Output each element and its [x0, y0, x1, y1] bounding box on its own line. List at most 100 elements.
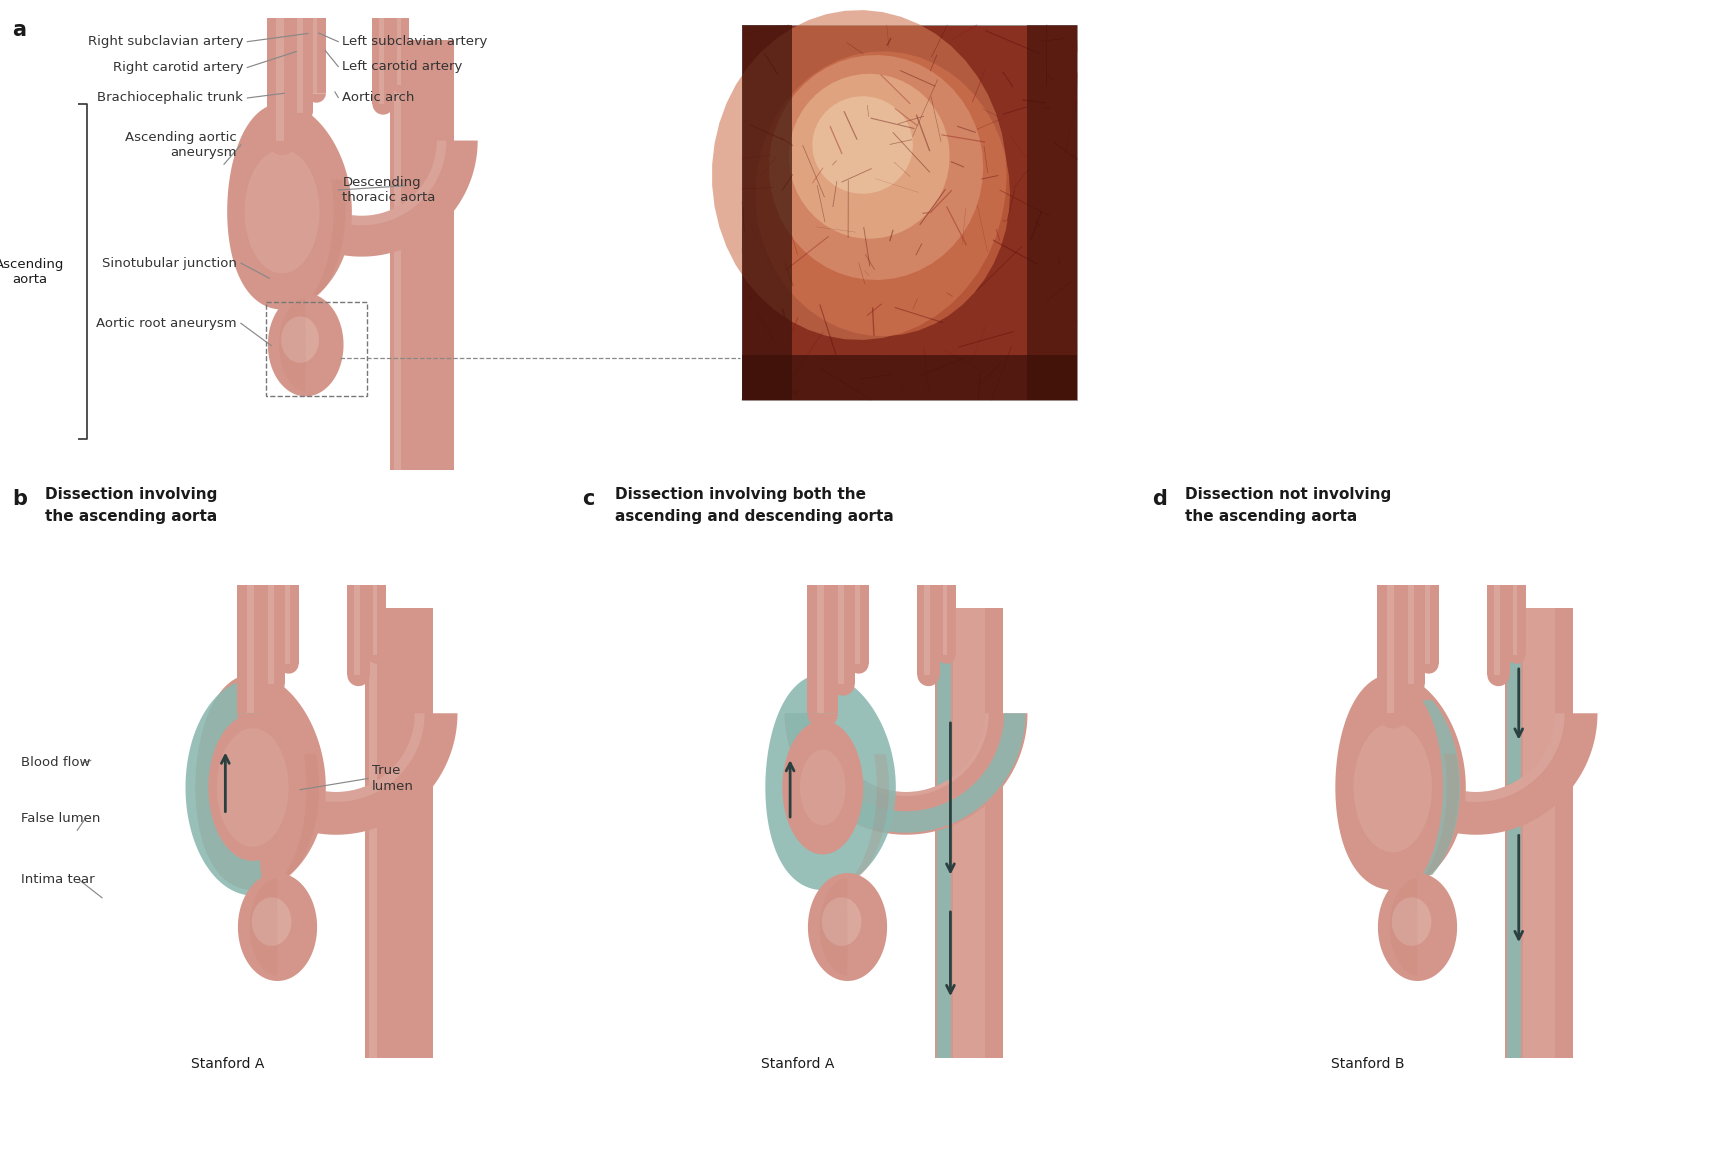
Polygon shape	[1522, 607, 1556, 1057]
Text: Dissection involving: Dissection involving	[44, 487, 217, 502]
Polygon shape	[800, 750, 845, 826]
Polygon shape	[1400, 684, 1424, 695]
Polygon shape	[917, 675, 941, 686]
Text: Aortic arch: Aortic arch	[342, 91, 414, 104]
Polygon shape	[277, 17, 284, 141]
Polygon shape	[313, 17, 318, 93]
Polygon shape	[243, 754, 320, 896]
Polygon shape	[366, 607, 433, 1057]
Polygon shape	[1508, 585, 1525, 655]
Polygon shape	[373, 104, 393, 115]
Text: Intima tear: Intima tear	[21, 873, 94, 886]
Polygon shape	[277, 141, 446, 226]
Polygon shape	[785, 713, 1028, 835]
Text: Right carotid artery: Right carotid artery	[113, 60, 243, 74]
Polygon shape	[251, 898, 291, 946]
Polygon shape	[1378, 585, 1407, 713]
Polygon shape	[807, 873, 887, 982]
Text: Blood flow: Blood flow	[21, 756, 91, 769]
Polygon shape	[279, 299, 306, 391]
Text: Aortic root aneurysm: Aortic root aneurysm	[96, 316, 238, 330]
Text: Ascending aortic
aneurysm: Ascending aortic aneurysm	[125, 131, 238, 159]
Polygon shape	[246, 141, 477, 257]
Polygon shape	[1419, 585, 1438, 664]
Polygon shape	[831, 684, 855, 695]
Text: Stanford A: Stanford A	[761, 1057, 834, 1071]
Polygon shape	[812, 754, 889, 896]
Polygon shape	[1354, 713, 1597, 835]
Polygon shape	[1354, 722, 1431, 852]
Polygon shape	[807, 713, 838, 728]
Polygon shape	[308, 93, 327, 102]
Polygon shape	[393, 40, 402, 470]
Polygon shape	[238, 713, 268, 728]
Polygon shape	[823, 713, 988, 795]
Polygon shape	[354, 585, 359, 675]
Polygon shape	[937, 585, 956, 655]
Polygon shape	[268, 585, 274, 684]
Polygon shape	[1400, 585, 1424, 684]
Text: c: c	[581, 488, 595, 509]
Polygon shape	[279, 664, 299, 673]
Polygon shape	[245, 150, 320, 273]
Polygon shape	[373, 585, 378, 655]
Polygon shape	[817, 585, 824, 713]
Polygon shape	[848, 585, 869, 664]
Polygon shape	[368, 655, 385, 664]
Polygon shape	[935, 607, 1002, 1057]
Polygon shape	[185, 679, 263, 896]
Polygon shape	[770, 55, 983, 280]
Polygon shape	[217, 728, 289, 847]
Polygon shape	[238, 585, 268, 713]
Polygon shape	[272, 179, 345, 315]
Polygon shape	[262, 684, 284, 695]
Polygon shape	[298, 17, 303, 113]
Text: False lumen: False lumen	[21, 813, 101, 826]
Polygon shape	[347, 585, 369, 675]
Bar	[265, 302, 366, 397]
Text: Left carotid artery: Left carotid artery	[342, 60, 463, 73]
Polygon shape	[397, 17, 402, 85]
Polygon shape	[937, 655, 956, 664]
Polygon shape	[855, 585, 860, 664]
Polygon shape	[1507, 607, 1520, 1057]
Polygon shape	[923, 585, 930, 675]
Text: True
lumen: True lumen	[373, 764, 414, 792]
Polygon shape	[1513, 585, 1517, 655]
Polygon shape	[1390, 878, 1418, 976]
Polygon shape	[952, 607, 985, 1057]
Text: b: b	[12, 488, 27, 509]
Polygon shape	[937, 607, 951, 1057]
Polygon shape	[1508, 655, 1525, 664]
Polygon shape	[766, 675, 896, 890]
Polygon shape	[246, 585, 255, 713]
Polygon shape	[1392, 898, 1431, 946]
Text: Dissection not involving: Dissection not involving	[1185, 487, 1392, 502]
Polygon shape	[267, 17, 296, 141]
Polygon shape	[1378, 873, 1457, 982]
Polygon shape	[195, 675, 327, 890]
Polygon shape	[238, 873, 316, 982]
Polygon shape	[823, 898, 862, 946]
Polygon shape	[848, 664, 869, 673]
Polygon shape	[788, 73, 949, 238]
Polygon shape	[1378, 713, 1407, 728]
Text: the ascending aorta: the ascending aorta	[1185, 509, 1358, 525]
Polygon shape	[268, 293, 344, 397]
Polygon shape	[756, 51, 1011, 336]
Bar	[742, 24, 1077, 400]
Text: a: a	[12, 20, 26, 40]
Polygon shape	[1488, 675, 1510, 686]
Polygon shape	[942, 585, 947, 655]
Polygon shape	[390, 40, 455, 470]
Polygon shape	[1423, 700, 1460, 875]
Text: ascending and descending aorta: ascending and descending aorta	[616, 509, 894, 525]
Polygon shape	[1382, 754, 1459, 896]
Polygon shape	[831, 585, 855, 684]
Polygon shape	[1424, 585, 1430, 664]
Polygon shape	[819, 878, 848, 976]
Polygon shape	[279, 585, 299, 664]
Polygon shape	[248, 713, 424, 802]
Polygon shape	[291, 113, 313, 123]
Polygon shape	[227, 104, 352, 309]
